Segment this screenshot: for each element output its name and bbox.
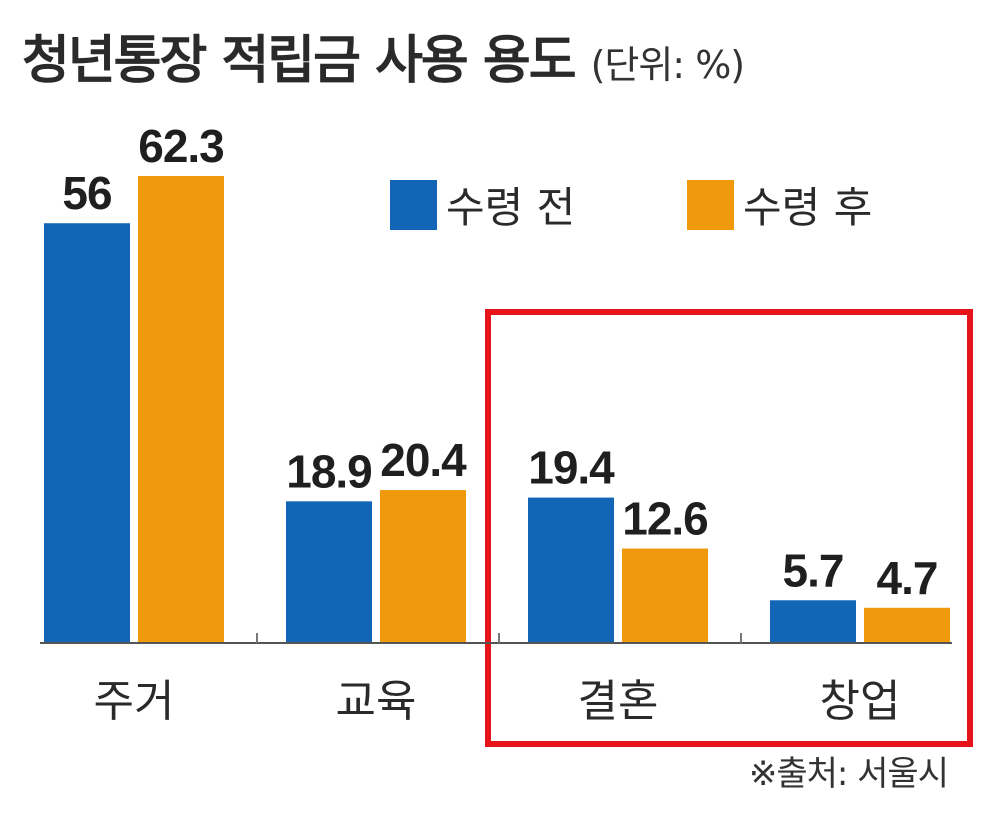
bar-1-1	[380, 490, 466, 643]
legend-swatch-0	[390, 180, 437, 230]
category-label-0: 주거	[94, 676, 175, 727]
value-label-2-1: 12.6	[622, 493, 708, 545]
bar-1-0	[286, 501, 372, 643]
bar-2-1	[622, 548, 708, 643]
category-label-3: 창업	[820, 676, 901, 727]
value-label-1-0: 18.9	[286, 445, 372, 497]
bars-layer	[44, 176, 950, 643]
value-label-3-1: 4.7	[877, 552, 938, 604]
unit-label: (단위: %)	[590, 43, 746, 87]
bar-2-0	[528, 497, 614, 643]
bar-3-0	[770, 600, 856, 643]
bar-3-1	[864, 607, 950, 643]
source-note: ※출처: 서울시	[748, 754, 949, 794]
chart-title-row: 청년통장 적립금 사용 용도 (단위: %)	[22, 18, 746, 93]
value-label-0-1: 62.3	[138, 120, 224, 172]
value-label-0-0: 56	[62, 167, 111, 219]
bar-0-0	[44, 223, 130, 643]
legend: 수령 전 수령 후	[390, 180, 872, 232]
legend-swatch-1	[687, 180, 734, 230]
category-label-2: 결혼	[578, 676, 659, 727]
chart-title: 청년통장 적립금 사용 용도	[22, 31, 577, 91]
value-label-1-1: 20.4	[380, 434, 467, 486]
value-label-2-0: 19.4	[528, 442, 615, 494]
x-axis: 주거 교육 결혼 창업	[40, 633, 952, 727]
value-labels-layer: 56 18.9 19.4 5.7 62.3 20.4 12.6 4.7	[62, 120, 938, 604]
category-label-1: 교육	[336, 676, 417, 727]
highlight-box	[485, 309, 973, 747]
bar-0-1	[138, 176, 224, 643]
highlight-layer	[485, 309, 973, 747]
value-label-3-0: 5.7	[783, 544, 844, 596]
legend-label-0: 수령 전	[446, 183, 575, 232]
legend-label-1: 수령 후	[743, 183, 872, 232]
